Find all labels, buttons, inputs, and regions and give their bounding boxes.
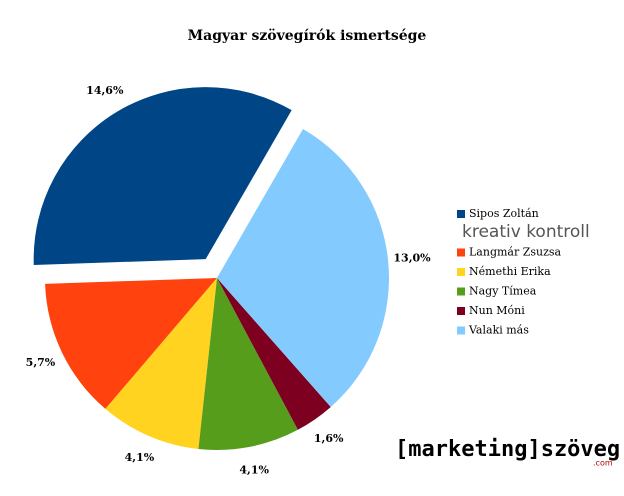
pie-slice <box>45 278 217 409</box>
legend-swatch <box>457 287 465 296</box>
legend-label: Nagy Tímea <box>469 285 537 298</box>
legend-label: Valaki más <box>468 324 529 337</box>
legend-swatch <box>457 326 465 335</box>
legend-swatch <box>457 268 465 276</box>
chart-title: Magyar szövegírók ismertsége <box>188 28 427 44</box>
legend-logo: kreativ kontroll <box>462 222 590 242</box>
value-label: 13,0% <box>393 252 431 265</box>
value-label: 4,1% <box>125 451 155 464</box>
pie-slice <box>33 87 292 265</box>
legend-label: Sipos Zoltán <box>469 207 539 220</box>
legend-label: Langmár Zsuzsa <box>469 246 562 259</box>
legend-swatch <box>457 210 465 218</box>
value-label: 1,6% <box>314 432 344 445</box>
pie-slice <box>217 129 389 407</box>
value-label: 5,7% <box>26 356 56 369</box>
pie-slice <box>198 278 298 450</box>
value-label: 4,1% <box>239 463 269 476</box>
legend-swatch <box>457 248 465 257</box>
pie-slice <box>105 278 217 449</box>
legend-label: Némethi Erika <box>469 265 551 278</box>
legend-swatch <box>457 307 465 315</box>
value-label: 14,6% <box>86 84 124 97</box>
pie-slice <box>217 278 331 430</box>
watermark-sub: .com <box>593 459 613 468</box>
watermark: [marketing]szöveg <box>395 437 620 462</box>
legend-label: Nun Móni <box>469 304 525 317</box>
